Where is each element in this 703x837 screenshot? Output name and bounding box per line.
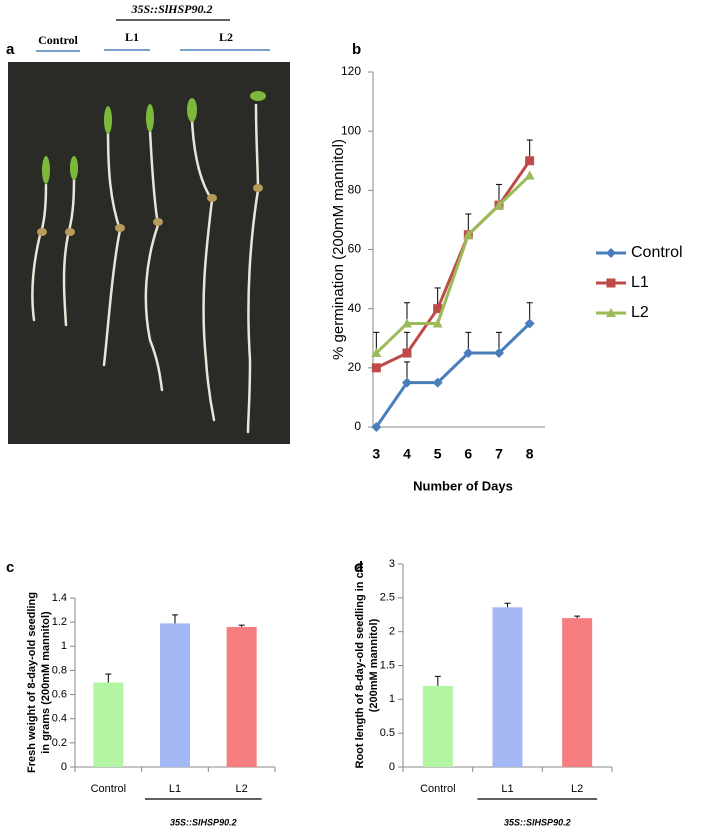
y-tick-label: 2 (389, 626, 395, 638)
y-tick-label: 80 (348, 183, 362, 197)
y-axis-title: Fresh weight of 8-day-old seedling (26, 592, 38, 773)
x-tick-label: Control (420, 783, 455, 795)
panel-label: d (354, 559, 363, 576)
bar (562, 618, 593, 767)
photo-label: L2 (219, 30, 233, 44)
x-tick-label: 3 (372, 446, 380, 462)
x-tick-label: 6 (464, 446, 472, 462)
y-tick-label: 0.2 (52, 737, 67, 749)
x-tick-label: 8 (526, 446, 534, 462)
photo-label: L1 (125, 30, 139, 44)
x-tick-label: 4 (403, 446, 411, 462)
bar (160, 623, 190, 767)
x-tick-label: L1 (501, 783, 513, 795)
y-tick-label: 0.8 (52, 664, 67, 676)
y-axis-title: Root length of 8-day-old seedling in cm (354, 562, 366, 768)
point (402, 318, 412, 328)
point (371, 363, 381, 373)
photo (8, 62, 290, 444)
y-axis-title: % germination (200mM mannitol) (330, 139, 347, 360)
group-label: 35S::SlHSP90.2 (170, 817, 237, 827)
x-tick-label: L2 (571, 783, 583, 795)
y-tick-label: 1.4 (52, 592, 67, 604)
legend-label: L2 (631, 304, 649, 321)
group-label: 35S::SlHSP90.2 (504, 817, 571, 827)
point (432, 318, 443, 328)
bar (492, 607, 523, 767)
y-axis-title: (200mM mannitol) (368, 618, 380, 712)
point (494, 348, 504, 359)
point (525, 156, 535, 166)
series-line (375, 174, 531, 355)
y-tick-label: 0 (354, 419, 361, 433)
x-axis-title: Number of Days (413, 478, 513, 493)
point (371, 422, 382, 432)
construct-label: 35S::SlHSP90.2 (130, 2, 212, 16)
point (494, 200, 504, 210)
y-tick-label: 0.5 (380, 727, 395, 739)
y-tick-label: 0 (61, 761, 67, 773)
x-tick-label: 7 (495, 446, 503, 462)
y-tick-label: 0.6 (52, 688, 67, 700)
x-tick-label: L2 (236, 783, 248, 795)
y-tick-label: 0.4 (52, 713, 67, 725)
point (524, 318, 535, 329)
point (402, 377, 412, 388)
y-tick-label: 3 (389, 558, 395, 570)
y-tick-label: 1.5 (380, 659, 395, 671)
x-tick-label: Control (91, 783, 126, 795)
point (606, 308, 616, 317)
y-tick-label: 20 (348, 360, 362, 374)
legend-label: L1 (631, 274, 649, 291)
y-tick-label: 120 (341, 64, 361, 78)
y-axis-title: in grams (200mM mannitol) (40, 611, 52, 754)
y-tick-label: 1 (61, 640, 67, 652)
point (463, 229, 474, 239)
point (433, 304, 443, 314)
legend-label: Control (631, 244, 683, 261)
y-tick-label: 100 (341, 123, 361, 137)
y-tick-label: 1.2 (52, 616, 67, 628)
bar (226, 626, 257, 767)
point (606, 248, 616, 258)
panel-label: c (6, 559, 14, 576)
x-tick-label: 5 (434, 446, 442, 462)
y-tick-label: 1 (389, 693, 395, 705)
bar (93, 682, 124, 767)
series-line (375, 159, 531, 370)
point (524, 170, 535, 180)
y-tick-label: 40 (348, 301, 362, 315)
panel-label: b (352, 41, 361, 58)
point (463, 348, 474, 359)
point (432, 377, 443, 388)
bar (422, 685, 453, 767)
point (402, 348, 412, 358)
point (371, 348, 382, 358)
photo-label: Control (38, 33, 78, 47)
y-tick-label: 60 (348, 242, 362, 256)
y-tick-label: 0 (389, 761, 395, 773)
y-tick-label: 2.5 (380, 592, 395, 604)
series-line (375, 322, 531, 428)
point (606, 278, 616, 288)
x-tick-label: L1 (169, 783, 181, 795)
panel-label: a (6, 41, 15, 58)
